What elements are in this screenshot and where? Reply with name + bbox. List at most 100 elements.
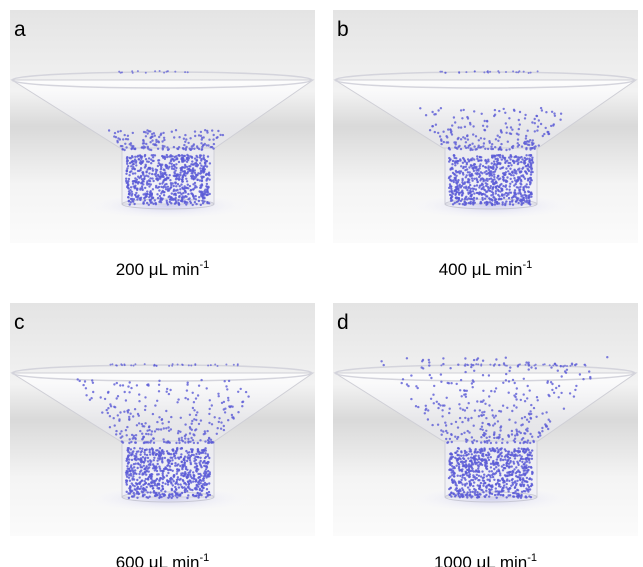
particle — [527, 453, 529, 455]
particle — [114, 424, 116, 426]
particle — [173, 164, 175, 166]
particle — [463, 454, 465, 456]
particle — [503, 484, 505, 486]
particle — [152, 160, 154, 162]
particle — [140, 175, 142, 177]
particle — [518, 128, 520, 130]
particle — [500, 458, 502, 460]
particle — [476, 158, 478, 160]
particle — [455, 175, 457, 177]
particle — [195, 162, 197, 164]
particle — [170, 186, 172, 188]
particle — [490, 442, 492, 444]
particle — [122, 138, 124, 140]
particle — [178, 195, 180, 197]
particle — [152, 487, 154, 489]
particle — [527, 490, 529, 492]
particle — [122, 384, 124, 386]
particle — [441, 409, 443, 411]
particle — [480, 363, 482, 365]
particle — [489, 492, 491, 494]
particle — [480, 489, 482, 491]
panel-caption: 400 μL min-1 — [439, 259, 533, 279]
particle — [501, 490, 503, 492]
particle — [560, 365, 562, 367]
particle — [502, 479, 504, 481]
particle — [201, 183, 203, 185]
particle — [425, 114, 427, 116]
particle — [469, 192, 471, 194]
particle — [528, 368, 530, 370]
particle — [127, 409, 129, 411]
particle — [514, 421, 516, 423]
particle — [152, 437, 154, 439]
particle — [493, 479, 495, 481]
particle — [161, 422, 163, 424]
particle — [488, 436, 490, 438]
particle — [524, 143, 526, 145]
particle — [183, 459, 185, 461]
particle — [131, 147, 133, 149]
particle — [160, 477, 162, 479]
particle — [108, 129, 110, 131]
particle — [152, 454, 154, 456]
particle — [231, 416, 233, 418]
particle — [126, 434, 128, 436]
particle — [526, 419, 528, 421]
particle — [515, 406, 517, 408]
particle — [208, 437, 210, 439]
particle — [142, 425, 144, 427]
particle — [554, 115, 556, 117]
particle — [179, 188, 181, 190]
particle — [154, 404, 156, 406]
particle — [89, 399, 91, 401]
particle — [138, 422, 140, 424]
particle — [501, 438, 503, 440]
particle — [140, 457, 142, 459]
particle — [141, 185, 143, 187]
particle — [457, 188, 459, 190]
particle — [199, 489, 201, 491]
particle — [502, 487, 504, 489]
particle — [451, 133, 453, 135]
particle — [192, 170, 194, 172]
particle — [213, 134, 215, 136]
particle — [445, 72, 447, 74]
particle — [174, 71, 176, 73]
particle — [542, 364, 544, 366]
particle — [493, 462, 495, 464]
particle — [459, 389, 461, 391]
particle — [480, 137, 482, 139]
particle — [467, 364, 469, 366]
particle — [168, 365, 170, 367]
particle — [456, 185, 458, 187]
particle — [534, 148, 536, 150]
particle — [155, 202, 157, 204]
particle — [457, 426, 459, 428]
particle — [450, 433, 452, 435]
particle — [223, 401, 225, 403]
particle — [133, 466, 135, 468]
particle — [148, 466, 150, 468]
particle — [514, 486, 516, 488]
particle — [466, 168, 468, 170]
particle — [167, 497, 169, 499]
particle — [442, 131, 444, 133]
particle — [134, 158, 136, 160]
particle — [539, 434, 541, 436]
particle — [459, 475, 461, 477]
particle — [437, 407, 439, 409]
particle — [197, 394, 199, 396]
particle — [127, 165, 129, 167]
particle — [469, 494, 471, 496]
particle — [185, 191, 187, 193]
particle — [157, 457, 159, 459]
particle — [499, 472, 501, 474]
particle — [477, 484, 479, 486]
particle — [205, 449, 207, 451]
particle — [437, 424, 439, 426]
particle — [467, 138, 469, 140]
particle — [468, 489, 470, 491]
particle — [92, 391, 94, 393]
particle — [144, 488, 146, 490]
